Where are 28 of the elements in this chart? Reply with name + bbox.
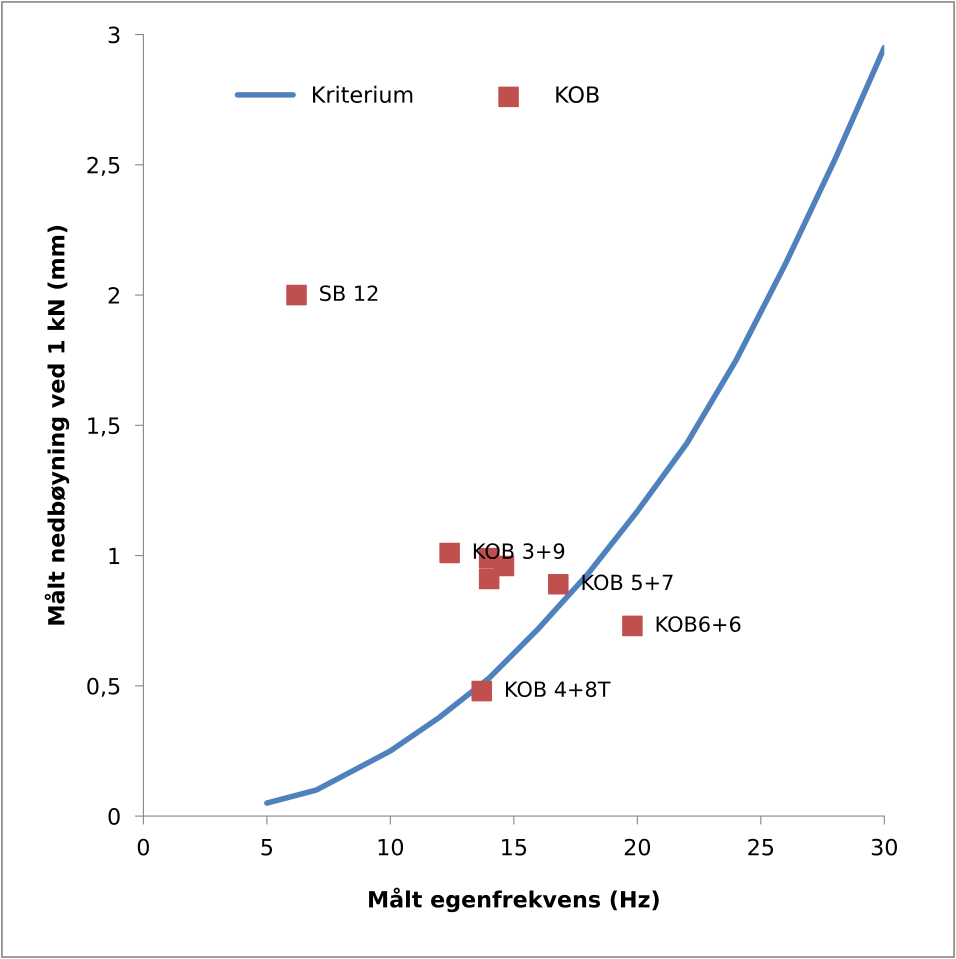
y-tick-label: 0 [108, 808, 120, 825]
y-tick-label: 2,5 [87, 156, 120, 176]
annotation: KOB 4+8T [506, 681, 611, 698]
x-tick-label: 30 [872, 838, 897, 856]
point [548, 574, 569, 595]
x-tick-label: 15 [502, 839, 526, 856]
point [286, 284, 307, 306]
point [622, 616, 643, 636]
x-tick-label: 10 [378, 838, 404, 856]
annotation: SB 12 [320, 285, 378, 302]
x-tick-label: 5 [262, 839, 272, 856]
x-tick-label: 20 [624, 838, 650, 856]
legend-label: Kriterium [313, 86, 412, 103]
y-tick-label: 1 [109, 548, 120, 564]
point [471, 680, 492, 702]
x-tick-label: 0 [138, 838, 149, 856]
x-tick-label: 25 [748, 838, 774, 856]
point [478, 568, 500, 590]
annotation: KOB6+6 [656, 616, 740, 632]
y-tick-label: 2 [108, 287, 119, 304]
y-tick-label: 3 [108, 26, 120, 44]
annotation: KOB 5+7 [582, 574, 673, 590]
x-axis-title: Målt egenfrekvens (Hz) [369, 888, 659, 912]
y-axis-title: Målt nedbøyning ved 1 kN (mm) [44, 226, 70, 625]
y-tick-label: 1,5 [88, 418, 120, 436]
y-tick-label: 0,5 [87, 678, 120, 697]
point [439, 542, 460, 564]
legend-label: KOB [556, 86, 599, 103]
